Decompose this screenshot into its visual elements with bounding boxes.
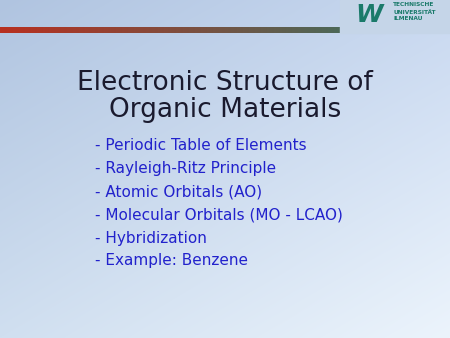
- Text: Organic Materials: Organic Materials: [109, 97, 341, 123]
- Text: - Molecular Orbitals (MO - LCAO): - Molecular Orbitals (MO - LCAO): [95, 208, 343, 222]
- Text: - Rayleigh-Ritz Principle: - Rayleigh-Ritz Principle: [95, 162, 276, 176]
- Text: TECHNISCHE
UNIVERSITÄT
ILMENAU: TECHNISCHE UNIVERSITÄT ILMENAU: [393, 2, 436, 22]
- Text: - Periodic Table of Elements: - Periodic Table of Elements: [95, 139, 306, 153]
- Text: - Hybridization: - Hybridization: [95, 231, 207, 245]
- Text: - Example: Benzene: - Example: Benzene: [95, 254, 248, 268]
- Text: W: W: [355, 3, 382, 27]
- Bar: [340, 0, 450, 33]
- Text: - Atomic Orbitals (AO): - Atomic Orbitals (AO): [95, 185, 262, 199]
- Text: Electronic Structure of: Electronic Structure of: [77, 70, 373, 96]
